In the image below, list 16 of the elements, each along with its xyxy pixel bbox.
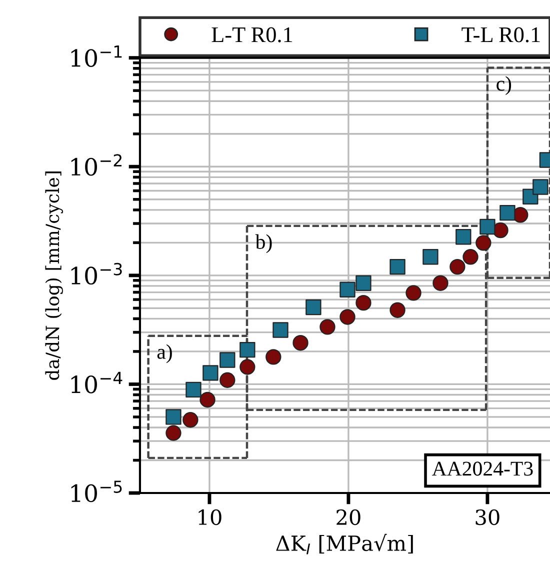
x-tick-label: 10	[198, 509, 222, 526]
legend-label: L-T R0.1	[212, 27, 292, 42]
x-tick-label: 20	[336, 509, 360, 526]
y-tick-label: 10$^{−4}$	[71, 372, 122, 394]
annotation: c)	[496, 76, 512, 96]
x-axis-title: ΔK$_{I}$ [MPa√m]	[276, 534, 413, 554]
y-tick-label: 10$^{−2}$	[71, 154, 122, 176]
y-axis-title: da/dN (log) [mm/cycle]	[45, 172, 63, 380]
annotation: b)	[255, 234, 272, 254]
y-tick-label: 10$^{−1}$	[71, 46, 122, 67]
legend-label: T-L R0.1	[462, 27, 540, 42]
y-tick-label: 10$^{−5}$	[71, 480, 122, 502]
annotation: a)	[157, 344, 172, 364]
annotation: AA2024-T3	[432, 462, 533, 476]
y-tick-label: 10$^{−3}$	[71, 262, 122, 285]
x-tick-label: 30	[476, 509, 500, 526]
